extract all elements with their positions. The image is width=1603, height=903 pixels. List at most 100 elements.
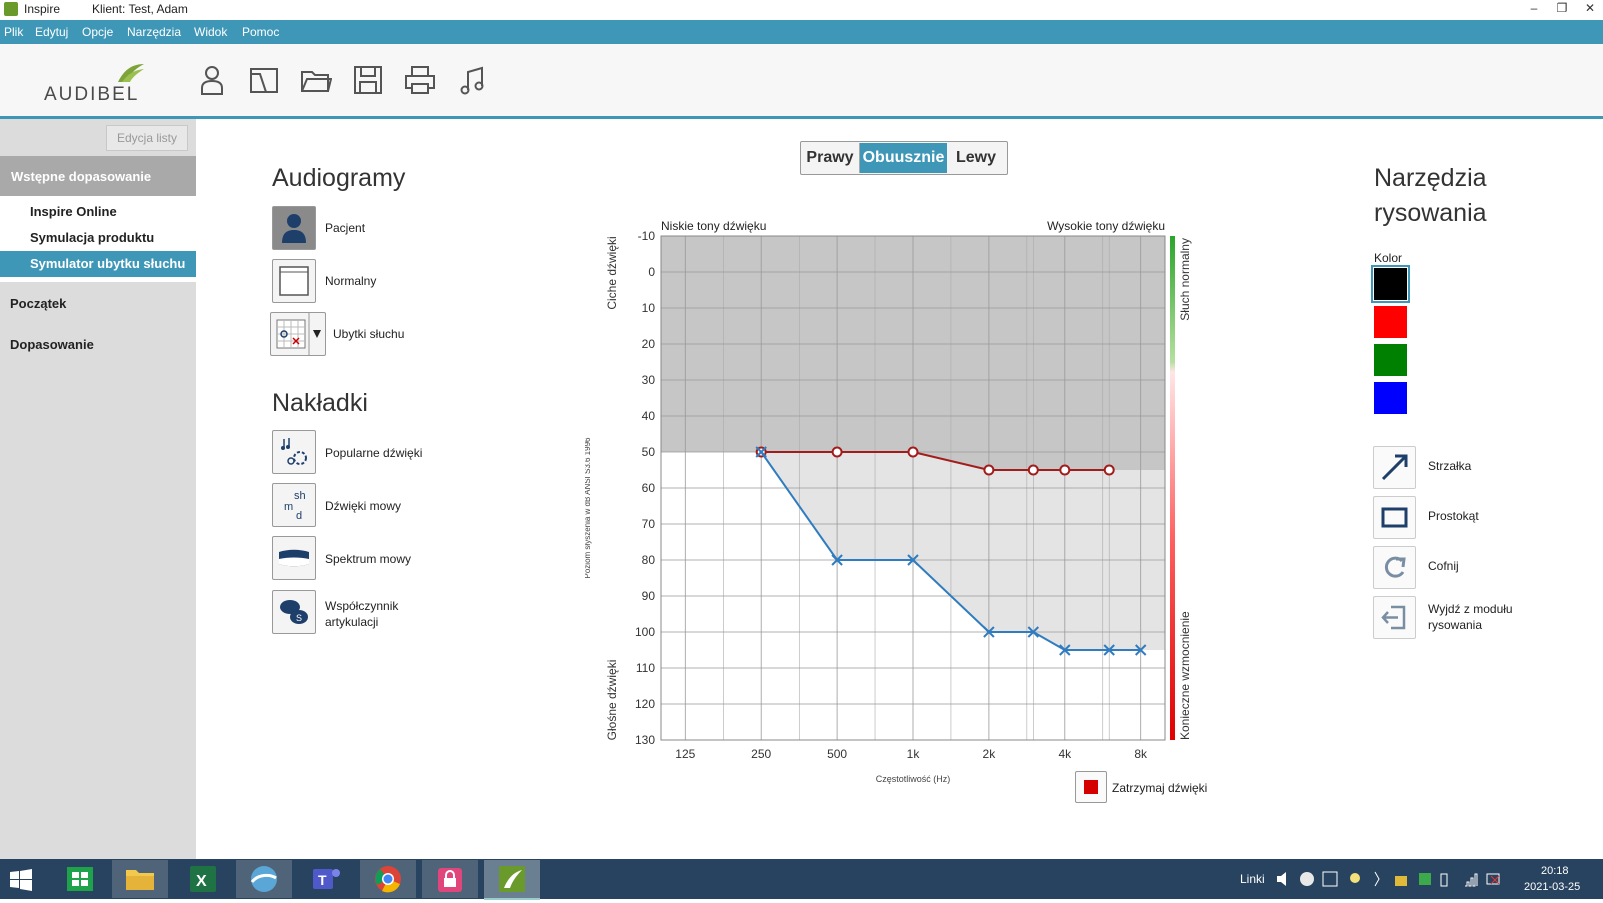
sidebar-item-product-simulation[interactable]: Symulacja produktu (0, 225, 196, 251)
normal-icon (279, 266, 309, 296)
ear-right-button[interactable]: Prawy (801, 143, 860, 173)
system-tray-icons[interactable] (1275, 870, 1505, 888)
color-swatch-green[interactable] (1374, 344, 1407, 376)
folder-icon[interactable] (300, 64, 333, 96)
file-explorer-app-icon[interactable] (112, 860, 168, 898)
data-point-x (1027, 626, 1040, 638)
windows-icon (10, 869, 32, 891)
normal-audiogram-button[interactable] (272, 259, 316, 303)
taskbar: X T Linki 20:18 2021-03-25 (0, 859, 1603, 900)
inspire-app-icon[interactable] (484, 860, 540, 900)
rectangle-tool-label: Prostokąt (1428, 509, 1479, 523)
y-tick-label: 70 (642, 517, 656, 531)
articulation-index-icon: S (280, 600, 308, 624)
clock-date[interactable]: 2021-03-25 (1524, 881, 1581, 893)
minimize-icon[interactable]: – (1530, 1, 1538, 15)
app-title: Inspire (24, 2, 61, 16)
sidebar-item-inspire-online[interactable]: Inspire Online (0, 199, 196, 225)
sidebar-item-start[interactable]: Początek (10, 296, 67, 311)
sidebar-section-initial-fit[interactable]: Wstępne dopasowanie (0, 156, 196, 196)
articulation-index-button[interactable]: S (272, 590, 316, 634)
store-app-icon[interactable] (52, 860, 108, 898)
print-icon[interactable] (404, 64, 436, 96)
color-swatch-red[interactable] (1374, 306, 1407, 338)
chevron-down-icon (313, 330, 321, 338)
svg-text:d: d (296, 510, 302, 522)
restore-icon[interactable]: ❐ (1556, 1, 1568, 15)
menu-plik[interactable]: Plik (4, 25, 24, 39)
rectangle-icon (1381, 507, 1408, 528)
exit-icon (1381, 605, 1406, 630)
undo-tool-button[interactable] (1373, 546, 1416, 589)
svg-text:X: X (196, 873, 207, 890)
lock-app-icon[interactable] (422, 860, 478, 898)
start-button[interactable] (10, 869, 32, 896)
patient-audiogram-button[interactable] (272, 206, 316, 250)
rectangle-tool-button[interactable] (1373, 496, 1416, 539)
sidebar-item-hearing-loss-simulator[interactable]: Symulator ubytku słuchu (0, 251, 196, 277)
x-tick-label: 125 (675, 747, 695, 761)
ear-left-button[interactable]: Lewy (955, 149, 996, 166)
x-tick-label: 250 (751, 747, 771, 761)
hearing-gradient-bar (1170, 236, 1175, 740)
color-swatch-blue[interactable] (1374, 382, 1407, 414)
toolbar: AUDIBEL (0, 44, 1603, 119)
svg-text:sh: sh (294, 490, 306, 502)
y-tick-label: 30 (642, 373, 656, 387)
popular-sounds-icon (281, 438, 307, 465)
data-point-x (755, 446, 767, 458)
connexx-app-icon[interactable] (236, 860, 292, 898)
edit-list-button[interactable]: Edycja listy (106, 125, 188, 151)
data-point-x (1059, 644, 1071, 656)
audiogram-chart[interactable]: 125 250 500 1k 2k 4k 8k -10 0 10 20 30 40 50 60 70 80 90 1… (585, 210, 1225, 810)
speech-sounds-button[interactable]: sh m d (272, 483, 316, 527)
menu-widok[interactable]: Widok (194, 25, 228, 39)
stop-icon (1084, 780, 1098, 794)
save-icon[interactable] (352, 64, 384, 96)
y-tick-label: 120 (635, 697, 655, 711)
menu-edytuj[interactable]: Edytuj (35, 25, 69, 39)
sidebar-item-label: Symulator ubytku słuchu (30, 256, 186, 271)
chrome-app-icon[interactable] (360, 860, 416, 898)
data-point-x (1103, 644, 1115, 656)
teams-app-icon[interactable]: T (298, 860, 354, 898)
sidebar-item-fitting[interactable]: Dopasowanie (10, 337, 94, 352)
data-point-circle (1103, 464, 1115, 476)
stop-sounds-button[interactable] (1075, 771, 1107, 803)
data-point-x (831, 554, 843, 566)
x-tick-label: 2k (983, 747, 997, 761)
audiograms-title: Audiogramy (272, 164, 406, 192)
exit-drawing-button[interactable] (1373, 596, 1416, 639)
menu-narzedzia[interactable]: Narzędzia (127, 25, 182, 39)
y-tick-label: 10 (642, 301, 656, 315)
frame-icon[interactable] (248, 64, 280, 96)
menu-opcje[interactable]: Opcje (82, 25, 114, 39)
plot-frame (660, 235, 1166, 741)
y-tick-label: 90 (642, 589, 656, 603)
music-note-icon[interactable] (456, 64, 488, 96)
close-icon[interactable]: ✕ (1584, 1, 1596, 15)
popular-sounds-button[interactable] (272, 430, 316, 474)
x-tick-label: 1k (907, 747, 921, 761)
speech-spectrum-button[interactable] (272, 536, 316, 580)
links-label[interactable]: Linki (1240, 872, 1265, 886)
speech-sounds-icon: sh m d (284, 490, 306, 522)
low-tones-label: Niskie tony dźwięku (661, 219, 766, 233)
drawing-tools-title-2: rysowania (1374, 199, 1487, 227)
user-icon[interactable] (196, 64, 228, 96)
logo-text: AUDIBEL (44, 84, 139, 104)
arrow-tool-label: Strzałka (1428, 459, 1472, 473)
clock-time[interactable]: 20:18 (1541, 865, 1569, 877)
speech-spectrum-icon (279, 549, 309, 567)
color-swatch-black[interactable] (1371, 265, 1410, 303)
hearing-loss-dropdown[interactable] (270, 312, 326, 356)
ear-both-button[interactable]: Obuusznie (860, 143, 947, 173)
color-label: Kolor (1374, 251, 1403, 265)
exit-drawing-label-2: rysowania (1428, 618, 1483, 632)
menu-bar: Plik Edytuj Opcje Narzędzia Widok Pomoc (0, 20, 1603, 44)
y-tick-label: 130 (635, 733, 655, 747)
excel-app-icon[interactable]: X (174, 860, 230, 898)
data-point-x (907, 554, 919, 566)
arrow-tool-button[interactable] (1373, 446, 1416, 489)
menu-pomoc[interactable]: Pomoc (242, 25, 280, 39)
